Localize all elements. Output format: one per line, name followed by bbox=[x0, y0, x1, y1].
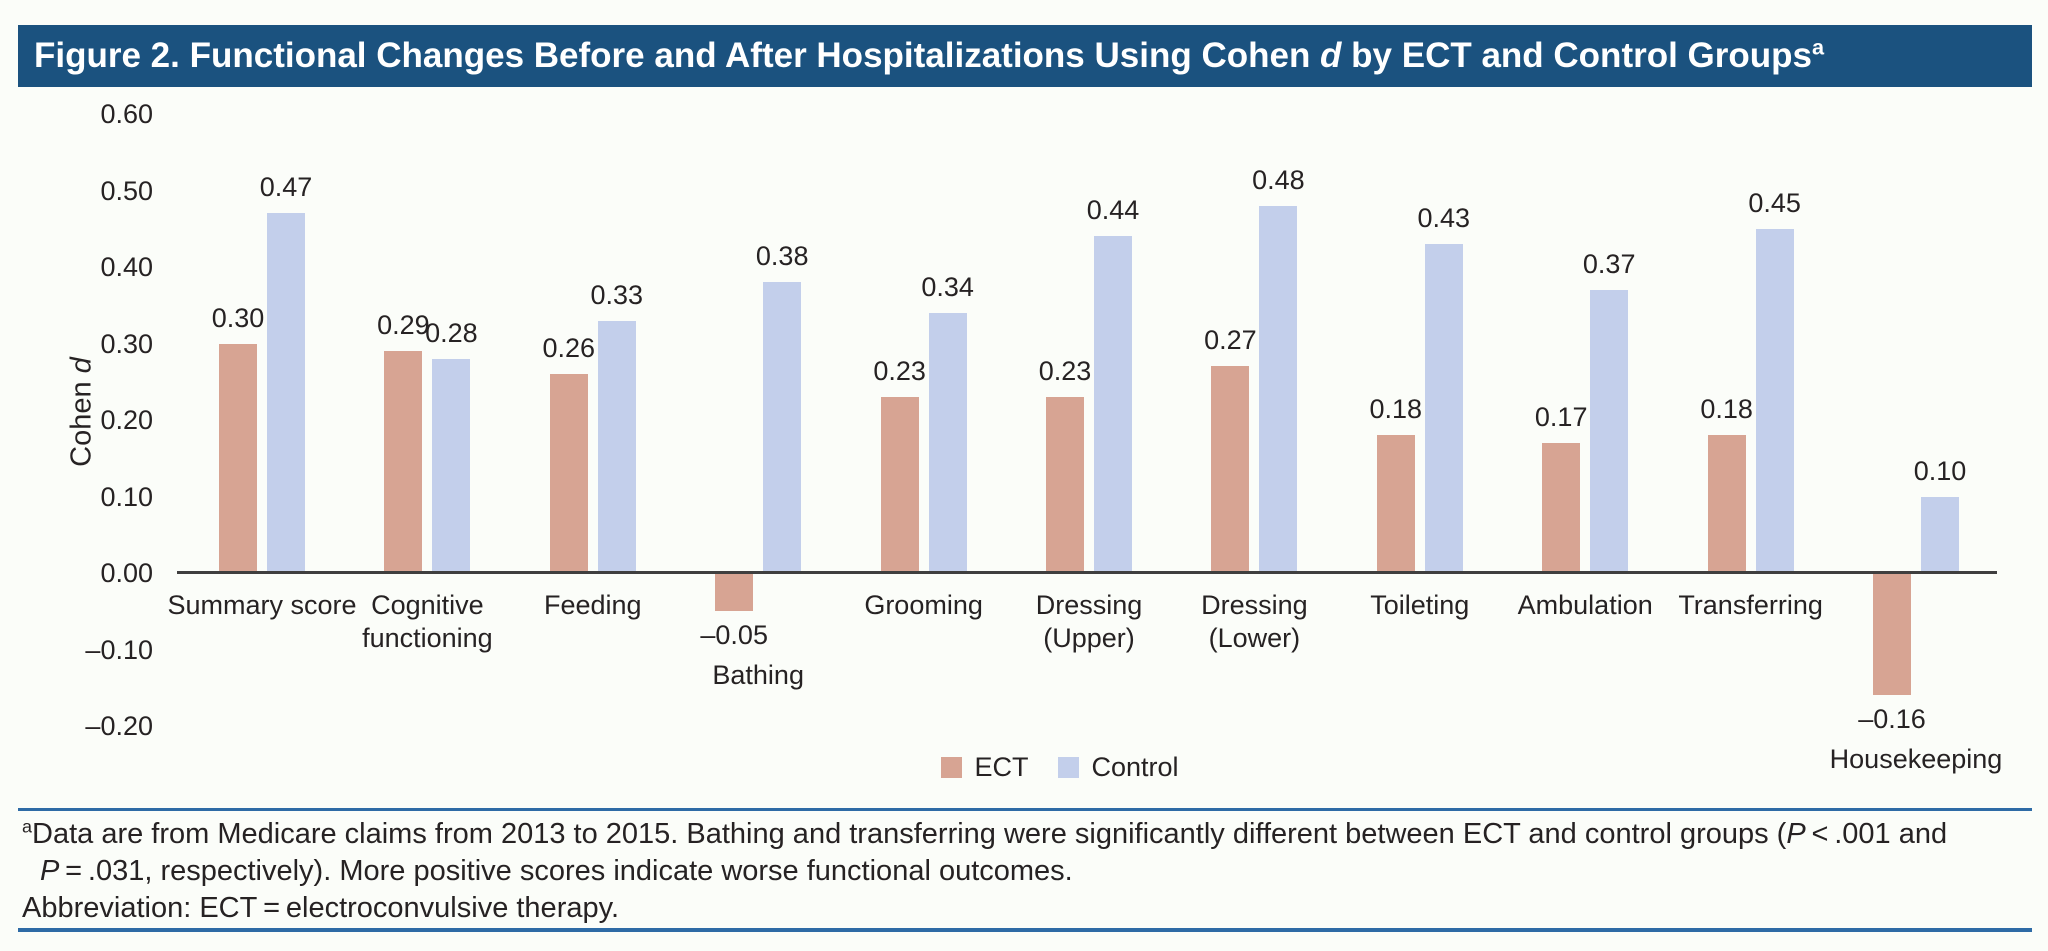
legend-swatch-control bbox=[1058, 757, 1080, 778]
value-label-ect-feeding: 0.26 bbox=[542, 333, 596, 364]
bar-control-summary-score bbox=[267, 213, 305, 573]
value-label-ect-toileting: 0.18 bbox=[1369, 394, 1423, 425]
value-label-ect-ambulation: 0.17 bbox=[1534, 401, 1588, 432]
value-label-control-feeding: 0.33 bbox=[590, 279, 644, 310]
y-axis-tick-0.30: 0.30 bbox=[100, 328, 153, 359]
value-label-control-housekeeping: 0.10 bbox=[1913, 455, 1967, 486]
value-label-ect-cognitive-functioning: 0.29 bbox=[377, 310, 430, 341]
bar-control-transferring bbox=[1755, 228, 1794, 573]
legend-item-control: Control bbox=[1058, 752, 1179, 783]
category-label-transferring: Transferring bbox=[1678, 590, 1823, 620]
figure-title-text-2: by ECT and Control Groups bbox=[1341, 36, 1812, 75]
category-label-cognitive-functioning: Cognitive functioning bbox=[362, 590, 493, 653]
y-axis-tick-0.50: 0.50 bbox=[100, 175, 153, 206]
legend-item-ect: ECT bbox=[941, 752, 1028, 783]
y-axis-label-italic-d: d bbox=[65, 357, 98, 374]
bar-ect-summary-score bbox=[219, 343, 257, 573]
footnote-p-italic-2: P bbox=[40, 855, 60, 887]
y-axis-tick-–0.10: –0.10 bbox=[85, 634, 153, 665]
value-label-ect-summary-score: 0.30 bbox=[211, 302, 265, 333]
value-label-ect-housekeeping: –0.16 bbox=[1858, 704, 1926, 735]
footnotes: aData are from Medicare claims from 2013… bbox=[22, 816, 2022, 927]
y-axis-tick-0.40: 0.40 bbox=[100, 252, 153, 282]
value-label-control-summary-score: 0.47 bbox=[259, 172, 313, 203]
bar-control-feeding bbox=[597, 320, 636, 573]
legend-swatch-ect bbox=[941, 757, 963, 778]
value-label-ect-dressing-upper: 0.23 bbox=[1038, 356, 1092, 387]
category-label-toileting: Toileting bbox=[1370, 590, 1470, 620]
category-label-housekeeping: Housekeeping bbox=[1829, 744, 2003, 775]
value-label-control-toileting: 0.43 bbox=[1417, 203, 1471, 234]
value-label-control-dressing-lower: 0.48 bbox=[1252, 164, 1305, 195]
figure-title-italic-d: d bbox=[1320, 36, 1342, 75]
bar-ect-feeding bbox=[549, 374, 588, 573]
value-label-ect-grooming: 0.23 bbox=[873, 356, 926, 387]
value-label-control-bathing: 0.38 bbox=[755, 241, 809, 272]
value-label-ect-transferring: 0.18 bbox=[1700, 394, 1753, 425]
bar-ect-transferring bbox=[1707, 435, 1746, 573]
footnote-line-2: P = .031, respectively). More positive s… bbox=[22, 853, 2022, 890]
footnote-p-italic-1: P bbox=[1786, 818, 1806, 850]
bar-control-toileting bbox=[1424, 244, 1463, 573]
figure-title-bar: Figure 2. Functional Changes Before and … bbox=[18, 25, 2032, 87]
y-axis-tick-0.00: 0.00 bbox=[100, 558, 153, 588]
legend-label-ect: ECT bbox=[974, 752, 1029, 782]
value-label-control-transferring: 0.45 bbox=[1748, 187, 1801, 218]
category-label-ambulation: Ambulation bbox=[1517, 590, 1653, 620]
x-axis-line bbox=[177, 571, 1997, 574]
value-label-control-ambulation: 0.37 bbox=[1582, 248, 1636, 279]
legend: ECT Control bbox=[150, 752, 1970, 783]
bar-control-ambulation bbox=[1590, 289, 1629, 573]
y-axis-tick-–0.20: –0.20 bbox=[85, 711, 153, 741]
bar-control-dressing-lower bbox=[1259, 205, 1298, 573]
category-label-dressing-lower: Dressing (Lower) bbox=[1201, 590, 1308, 653]
bar-ect-dressing-lower bbox=[1211, 366, 1250, 573]
value-label-control-cognitive-functioning: 0.28 bbox=[425, 317, 478, 348]
bar-control-cognitive-functioning bbox=[432, 358, 471, 573]
category-label-dressing-upper: Dressing (Upper) bbox=[1035, 590, 1143, 653]
value-label-control-grooming: 0.34 bbox=[921, 271, 974, 302]
bar-ect-housekeeping bbox=[1873, 573, 1911, 696]
footnote-abbreviation: Abbreviation: ECT = electroconvulsive th… bbox=[22, 892, 620, 924]
legend-label-control: Control bbox=[1091, 752, 1179, 782]
bottom-border-line bbox=[18, 928, 2032, 932]
bar-control-grooming bbox=[928, 312, 967, 573]
value-label-control-dressing-upper: 0.44 bbox=[1086, 195, 1140, 226]
category-label-feeding: Feeding bbox=[544, 590, 642, 620]
bar-control-bathing bbox=[763, 282, 802, 573]
bar-control-dressing-upper bbox=[1094, 236, 1132, 573]
bar-ect-bathing bbox=[715, 573, 754, 612]
y-axis-tick-0.60: 0.60 bbox=[100, 99, 153, 129]
figure-title-superscript: a bbox=[1812, 34, 1825, 60]
footnote-superscript: a bbox=[22, 816, 32, 837]
value-label-ect-bathing: –0.05 bbox=[700, 620, 768, 651]
bar-ect-ambulation bbox=[1542, 442, 1581, 573]
footnote-text-3: = .031, respectively). More positive sco… bbox=[59, 855, 1073, 887]
category-label-summary-score: Summary score bbox=[167, 590, 357, 620]
footnote-text-1: Data are from Medicare claims from 2013 … bbox=[32, 818, 1787, 850]
footnote-line-1: aData are from Medicare claims from 2013… bbox=[22, 816, 2022, 853]
footnote-text-2: < .001 and bbox=[1805, 818, 1948, 850]
category-label-grooming: Grooming bbox=[864, 590, 983, 620]
y-axis-tick-0.10: 0.10 bbox=[100, 481, 153, 512]
value-label-ect-dressing-lower: 0.27 bbox=[1204, 325, 1257, 356]
bar-ect-cognitive-functioning bbox=[384, 351, 423, 573]
footnote-divider-line bbox=[18, 808, 2032, 811]
bar-ect-toileting bbox=[1376, 435, 1415, 573]
bar-control-housekeeping bbox=[1921, 496, 1959, 573]
bar-ect-grooming bbox=[880, 397, 919, 573]
category-label-bathing: Bathing bbox=[712, 660, 804, 691]
figure-title-text: Figure 2. Functional Changes Before and … bbox=[34, 36, 1321, 75]
bar-ect-dressing-upper bbox=[1046, 397, 1084, 573]
y-axis-tick-0.20: 0.20 bbox=[100, 405, 153, 435]
